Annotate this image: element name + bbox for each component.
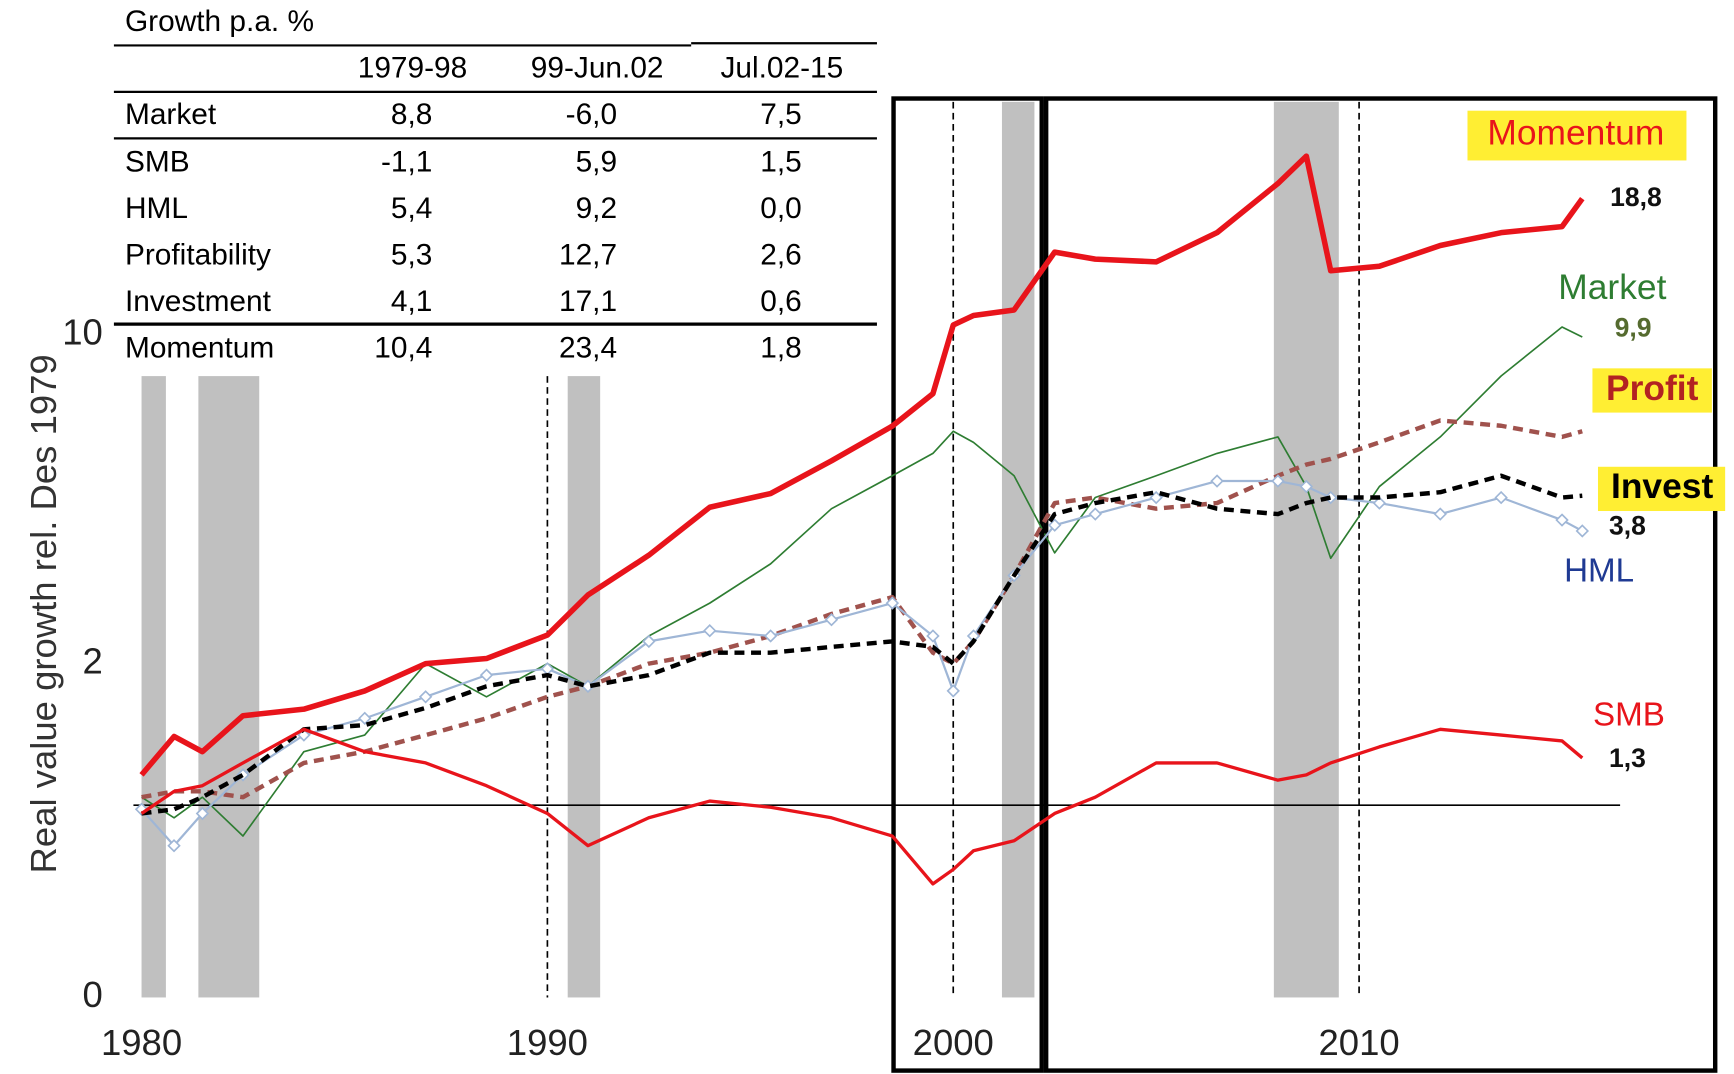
label-highlight (1592, 368, 1712, 413)
series-label: Profit (1606, 369, 1699, 408)
table-cell: 5,3 (391, 239, 433, 272)
table-title: Growth p.a. % (125, 5, 314, 38)
end-value-label: 3,8 (1609, 511, 1646, 541)
series-marker (195, 806, 210, 821)
table-cell: 8,8 (391, 98, 433, 131)
table-cell: 10,4 (374, 331, 432, 364)
shaded-period (141, 376, 166, 998)
table-cell: 4,1 (391, 285, 433, 318)
table-cell: -1,1 (381, 146, 432, 179)
series-line (139, 153, 1585, 777)
series-marker (167, 838, 181, 853)
series-marker (1210, 474, 1224, 488)
series-marker (885, 596, 900, 610)
table-row-label: HML (125, 192, 188, 225)
table-cell: 5,4 (391, 192, 433, 225)
x-tick-label: 1980 (101, 1022, 182, 1063)
series-marker (418, 690, 433, 704)
series-marker (1271, 474, 1285, 488)
table-column-header: 99-Jun.02 (531, 52, 664, 85)
series-marker (1048, 518, 1062, 532)
series-marker (926, 629, 940, 643)
table-row-label: Momentum (125, 331, 274, 364)
series-label: SMB (1593, 696, 1665, 733)
series-marker (1575, 524, 1590, 538)
series-line (141, 473, 1583, 816)
series-marker (479, 668, 494, 682)
series-marker (1555, 513, 1569, 527)
table-cell: 12,7 (559, 239, 617, 272)
x-tick-label: 2000 (913, 1022, 994, 1063)
label-highlight (1467, 110, 1687, 161)
series-line (141, 418, 1583, 800)
series-marker (1433, 507, 1447, 521)
series-label: HML (1564, 553, 1634, 590)
series-line (140, 479, 1583, 847)
series-label: Momentum (1487, 113, 1664, 152)
table-cell: 1,8 (760, 331, 802, 364)
series-marker (1323, 490, 1338, 505)
end-value-label: 9,9 (1615, 313, 1652, 343)
table-cell: 17,1 (559, 285, 617, 318)
series-marker (134, 802, 149, 817)
y-tick-label: 0 (83, 974, 103, 1015)
table-cell: 9,2 (576, 192, 618, 225)
shaded-period (198, 376, 260, 998)
table-cell: 2,6 (760, 239, 802, 272)
table-cell: 0,6 (760, 285, 802, 318)
table-row-label: Market (125, 98, 217, 131)
y-tick-label: 10 (62, 312, 103, 353)
series-marker (763, 629, 778, 643)
table-cell: -6,0 (566, 98, 617, 131)
table-cell: 1,5 (760, 146, 802, 179)
table-column-header: Jul.02-15 (720, 52, 843, 85)
table-cell: 0,0 (760, 192, 802, 225)
series-marker (1494, 490, 1508, 505)
series-marker (1372, 496, 1387, 510)
table-row-label: Investment (125, 285, 272, 318)
series-label: Invest (1611, 467, 1713, 506)
x-tick-label: 2010 (1319, 1022, 1400, 1063)
series-marker (703, 623, 717, 638)
table-cell: 5,9 (576, 146, 618, 179)
series-marker (824, 612, 839, 627)
table-row-label: Profitability (125, 239, 271, 272)
table-cell: 23,4 (559, 331, 617, 364)
period-box (891, 96, 1044, 1073)
series-label: Market (1558, 268, 1666, 307)
table-column-header: 1979-98 (358, 52, 468, 85)
period-box (1043, 96, 1718, 1073)
table-row-label: SMB (125, 146, 190, 179)
series-marker (1299, 479, 1314, 494)
label-highlight (1597, 466, 1726, 512)
background-layer (133, 101, 1621, 998)
series-line (141, 326, 1583, 837)
shaded-period (1273, 101, 1339, 998)
series-marker (946, 684, 960, 698)
y-axis-label: Real value growth rel. Des 1979 (23, 354, 64, 873)
end-value-label: 18,8 (1610, 182, 1662, 212)
table-cell: 7,5 (760, 98, 802, 131)
x-tick-label: 1990 (507, 1022, 588, 1063)
y-tick-label: 2 (83, 640, 103, 681)
series-marker (1088, 507, 1102, 521)
series-marker (358, 711, 372, 726)
end-value-label: 1,3 (1609, 743, 1646, 773)
series-line (140, 727, 1584, 886)
series-marker (642, 634, 656, 649)
